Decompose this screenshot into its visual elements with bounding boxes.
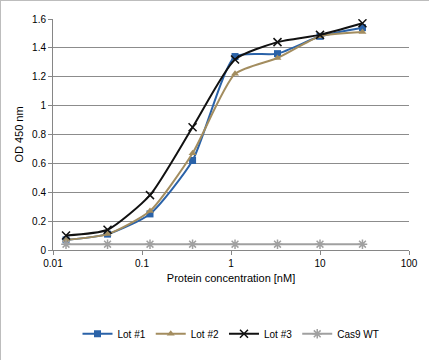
svg-text:0.8: 0.8 (32, 129, 46, 140)
svg-text:Cas9 WT: Cas9 WT (337, 329, 379, 340)
svg-text:Lot #2: Lot #2 (191, 329, 219, 340)
svg-text:1: 1 (40, 100, 46, 111)
svg-text:100: 100 (401, 258, 418, 269)
svg-text:Protein concentration [nM]: Protein concentration [nM] (167, 272, 295, 284)
svg-text:Lot #3: Lot #3 (264, 329, 292, 340)
svg-text:OD 450 nm: OD 450 nm (13, 106, 25, 162)
svg-text:0.2: 0.2 (32, 216, 46, 227)
svg-text:1: 1 (228, 258, 234, 269)
svg-text:0.01: 0.01 (43, 258, 63, 269)
svg-text:1.4: 1.4 (32, 42, 46, 53)
svg-text:0.1: 0.1 (135, 258, 149, 269)
svg-text:0.6: 0.6 (32, 158, 46, 169)
svg-text:10: 10 (314, 258, 326, 269)
svg-text:1.2: 1.2 (32, 71, 46, 82)
svg-text:0: 0 (40, 245, 46, 256)
svg-text:1.6: 1.6 (32, 14, 46, 25)
svg-text:0.4: 0.4 (32, 187, 46, 198)
svg-text:Lot #1: Lot #1 (118, 329, 146, 340)
